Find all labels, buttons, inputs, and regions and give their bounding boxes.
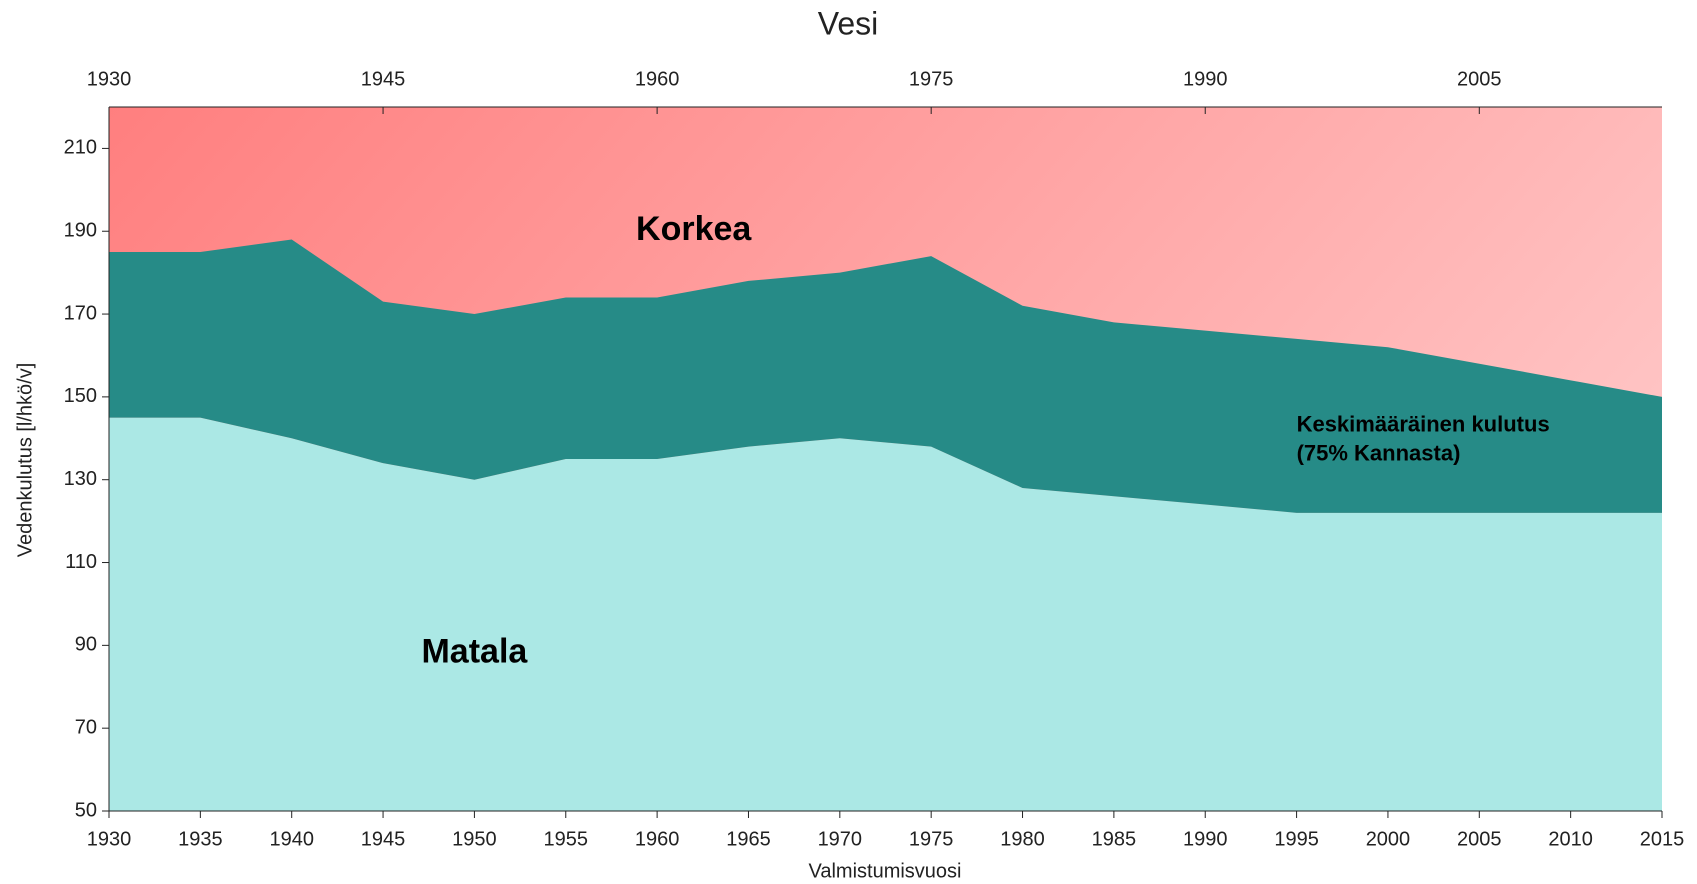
x-tick-label: 1950 [452, 828, 497, 850]
y-tick-label: 130 [64, 468, 97, 490]
x-tick-label: 2015 [1640, 828, 1685, 850]
area [109, 239, 1662, 513]
y-tick-label: 170 [64, 302, 97, 324]
x2-tick-label: 1945 [361, 68, 406, 90]
y-tick-label: 50 [75, 799, 97, 821]
y-axis-label: Vedenkulutus [l/hkö/v] [14, 363, 36, 558]
x-tick-label: 2005 [1457, 828, 1502, 850]
x-tick-label: 1955 [544, 828, 589, 850]
x-tick-label: 1935 [178, 828, 223, 850]
annotation: (75% Kannasta) [1297, 441, 1461, 466]
x-tick-label: 1995 [1274, 828, 1319, 850]
x2-tick-label: 2005 [1457, 68, 1502, 90]
y-tick-label: 110 [65, 551, 97, 573]
region-label: Keskimääräinen kulutus [1297, 412, 1550, 437]
chart-title: Vesi [818, 5, 878, 41]
x-axis-label: Valmistumisvuosi [809, 860, 962, 882]
y-tick-label: 70 [75, 716, 97, 738]
x-tick-label: 1965 [726, 828, 771, 850]
y-tick-label: 190 [64, 220, 97, 242]
y-tick-label: 150 [64, 385, 97, 407]
y-tick-label: 210 [64, 137, 97, 159]
x-tick-label: 1945 [361, 828, 406, 850]
x2-tick-label: 1960 [635, 68, 680, 90]
x-tick-label: 1980 [1000, 828, 1045, 850]
x2-tick-label: 1930 [87, 68, 132, 90]
x-tick-label: 1975 [909, 828, 954, 850]
region-label: Korkea [636, 210, 752, 248]
region-label: Matala [421, 633, 528, 671]
y-tick-label: 90 [75, 634, 97, 656]
x-tick-label: 1970 [818, 828, 863, 850]
x-tick-label: 1960 [635, 828, 680, 850]
x-tick-label: 2010 [1548, 828, 1593, 850]
x-tick-label: 1990 [1183, 828, 1228, 850]
area [109, 417, 1662, 811]
x2-tick-label: 1990 [1183, 68, 1228, 90]
x-tick-label: 2000 [1366, 828, 1411, 850]
x-tick-label: 1985 [1092, 828, 1137, 850]
x-tick-label: 1930 [87, 828, 132, 850]
x-tick-label: 1940 [269, 828, 314, 850]
x2-tick-label: 1975 [909, 68, 954, 90]
